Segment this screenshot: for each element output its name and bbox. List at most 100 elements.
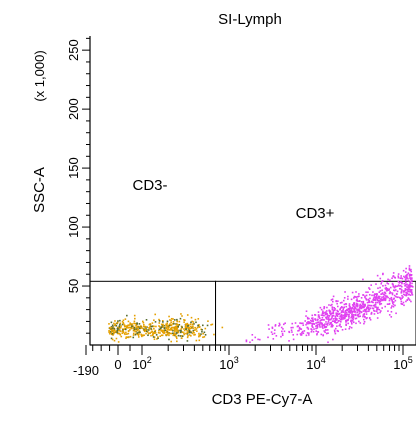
dot-cd3-neg (154, 331, 156, 334)
dot-cd3-pos (362, 306, 364, 309)
dot-cd3-neg (122, 328, 124, 330)
dot-cd3-pos (372, 299, 375, 301)
dot-cd3-pos (362, 301, 365, 304)
dot-cd3-pos (411, 293, 414, 296)
dot-cd3-pos (339, 315, 341, 318)
dot-cd3-pos (310, 330, 313, 333)
dot-cd3-neg (145, 330, 148, 333)
dot-cd3-neg (138, 330, 141, 332)
dot-cd3-neg (145, 328, 147, 330)
dot-cd3-pos (368, 299, 370, 302)
dot-cd3-pos (281, 334, 284, 336)
dot-cd3-pos (368, 301, 370, 304)
dot-cd3-neg (169, 324, 171, 327)
dot-cd3-pos (369, 318, 372, 321)
dot-cd3-pos (336, 305, 339, 308)
dot-cd3-pos (330, 325, 333, 328)
x-tick-label: 102 (132, 355, 151, 372)
dot-cd3-neg (170, 329, 173, 331)
dot-cd3-neg (108, 329, 110, 332)
dot-cd3-pos (408, 286, 410, 289)
gate-label-cd3-pos: CD3+ (296, 205, 335, 222)
dot-cd3-neg (187, 331, 189, 334)
dot-cd3-pos (297, 325, 300, 327)
dot-cd3-pos (316, 321, 319, 324)
dot-cd3-neg (145, 329, 148, 331)
dot-cd3-pos (373, 294, 375, 297)
dot-cd3-pos (367, 291, 369, 294)
dot-cd3-pos (403, 282, 406, 285)
dot-cd3-pos (267, 336, 269, 339)
dot-cd3-pos (344, 312, 346, 315)
dot-cd3-pos (352, 315, 355, 318)
dot-cd3-neg (204, 334, 207, 336)
dot-cd3-pos (353, 295, 356, 298)
dot-cd3-neg (137, 336, 140, 338)
dot-cd3-pos (359, 304, 361, 307)
dot-cd3-pos (365, 299, 368, 301)
dot-cd3-pos (356, 303, 359, 305)
dot-cd3-neg (181, 335, 184, 338)
dot-cd3-pos (298, 327, 301, 330)
dot-cd3-pos (327, 320, 330, 323)
dot-cd3-pos (350, 321, 353, 324)
dot-cd3-pos (400, 277, 403, 279)
dot-cd3-pos (393, 276, 396, 279)
dot-cd3-neg (152, 331, 155, 334)
dot-cd3-pos (382, 298, 385, 300)
dot-cd3-pos (386, 282, 389, 284)
dot-cd3-pos (381, 289, 383, 292)
dot-cd3-pos (273, 329, 276, 331)
dot-cd3-pos (347, 313, 349, 316)
dot-cd3-neg (127, 336, 130, 339)
dot-cd3-pos (302, 332, 305, 335)
dot-cd3-pos (384, 299, 387, 301)
dot-cd3-pos (390, 307, 393, 309)
dot-cd3-pos (370, 304, 372, 307)
dot-cd3-pos (411, 292, 413, 295)
dot-cd3-pos (312, 326, 314, 329)
dot-cd3-pos (271, 327, 274, 330)
dot-cd3-pos (334, 318, 337, 321)
dot-cd3-pos (333, 307, 336, 309)
dot-cd3-neg (165, 327, 168, 330)
dot-cd3-pos (319, 317, 321, 320)
dot-cd3-pos (410, 289, 413, 291)
dot-cd3-pos (299, 322, 301, 324)
dot-cd3-pos (375, 297, 378, 299)
dot-cd3-pos (390, 298, 393, 301)
dot-cd3-pos (362, 305, 364, 308)
dot-cd3-pos (363, 313, 365, 316)
dot-cd3-neg (109, 331, 112, 333)
dot-cd3-neg (183, 319, 185, 321)
dot-cd3-neg (134, 330, 137, 333)
dot-cd3-neg (124, 333, 126, 336)
dot-cd3-neg (172, 334, 175, 337)
dot-cd3-neg (131, 325, 133, 328)
dot-cd3-pos (374, 293, 377, 296)
dot-cd3-pos (379, 277, 382, 280)
dot-cd3-neg (153, 325, 155, 328)
dot-cd3-neg (143, 334, 145, 337)
dot-cd3-pos (305, 315, 307, 317)
dot-cd3-neg (122, 329, 124, 331)
dot-cd3-pos (407, 277, 409, 280)
dot-cd3-pos (268, 328, 270, 330)
dot-cd3-pos (312, 320, 315, 323)
dot-cd3-neg (137, 334, 140, 336)
dot-cd3-pos (407, 272, 410, 274)
dot-cd3-neg (174, 330, 176, 332)
dot-cd3-pos (288, 330, 290, 333)
dot-cd3-pos (367, 310, 369, 313)
dot-cd3-neg (124, 318, 127, 320)
y-axis-ticks: 50 100 150 200 250 (66, 37, 90, 334)
dot-cd3-neg (163, 324, 166, 327)
dot-cd3-pos (368, 288, 371, 290)
dot-cd3-pos (410, 280, 413, 282)
dot-cd3-neg (142, 321, 145, 324)
dot-cd3-pos (393, 289, 395, 292)
dot-cd3-pos (347, 315, 350, 318)
dot-cd3-pos (342, 316, 345, 319)
dot-cd3-neg (174, 327, 176, 330)
x-tick-label: -190 (73, 363, 99, 378)
